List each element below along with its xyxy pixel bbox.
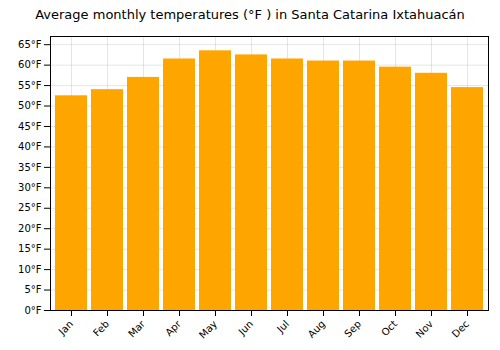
svg-text:Oct: Oct (379, 318, 399, 338)
svg-text:Jul: Jul (274, 318, 291, 335)
svg-text:0°F: 0°F (24, 305, 41, 316)
svg-text:Jun: Jun (236, 318, 256, 338)
svg-text:5°F: 5°F (24, 284, 41, 295)
svg-text:Mar: Mar (126, 318, 148, 340)
svg-text:20°F: 20°F (18, 223, 42, 234)
svg-text:30°F: 30°F (18, 182, 42, 193)
svg-text:65°F: 65°F (18, 39, 42, 50)
svg-text:45°F: 45°F (18, 121, 42, 132)
svg-text:May: May (197, 318, 219, 340)
svg-text:55°F: 55°F (18, 80, 42, 91)
svg-text:25°F: 25°F (18, 202, 42, 213)
svg-text:50°F: 50°F (18, 100, 42, 111)
html-text:Average monthly temperatures (: Average monthly temperatures (°F ) in Sa… (35, 7, 465, 22)
svg-text:Apr: Apr (163, 318, 184, 339)
svg-text:35°F: 35°F (18, 162, 42, 173)
svg-text:Aug: Aug (306, 318, 328, 340)
svg-text:10°F: 10°F (18, 264, 42, 275)
svg-text:60°F: 60°F (18, 59, 42, 70)
svg-text:Jan: Jan (56, 318, 75, 337)
svg-text:Dec: Dec (450, 318, 471, 339)
svg-text:Feb: Feb (91, 318, 111, 338)
svg-text:15°F: 15°F (18, 243, 42, 254)
svg-text:Sep: Sep (342, 318, 363, 339)
svg-text:40°F: 40°F (18, 141, 42, 152)
svg-text:Nov: Nov (414, 318, 436, 340)
